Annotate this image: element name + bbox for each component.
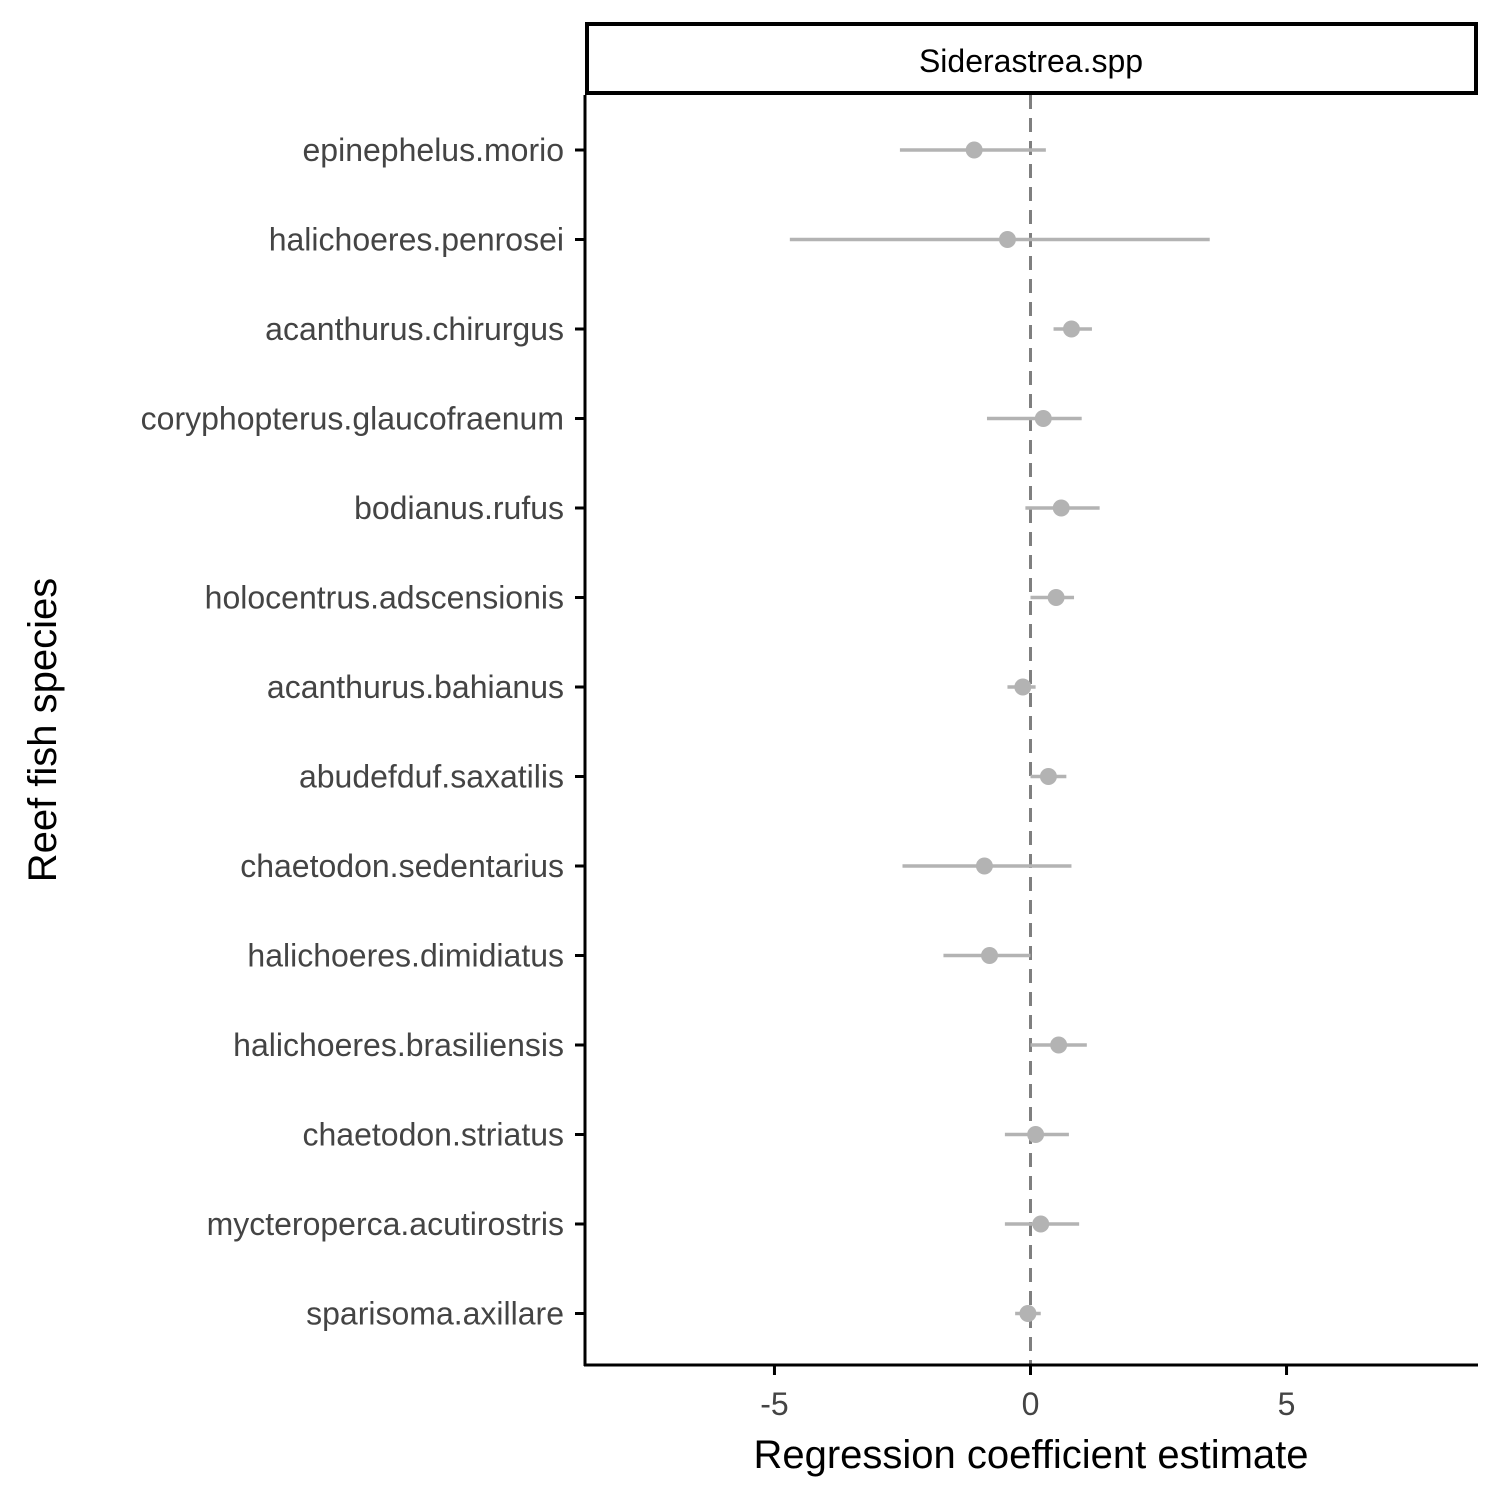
- data-row: [902, 857, 1072, 875]
- x-tick-label: -5: [760, 1386, 788, 1422]
- data-row: [1015, 1305, 1041, 1322]
- data-row: [1025, 499, 1100, 517]
- facet-label: Siderastrea.spp: [919, 43, 1143, 79]
- data-row: [943, 947, 1031, 964]
- y-tick-label: epinephelus.morio: [303, 132, 565, 168]
- estimate-point: [1062, 320, 1080, 338]
- y-tick-label: chaetodon.sedentarius: [240, 848, 564, 884]
- data-row: [1030, 1036, 1087, 1054]
- x-tick-label: 0: [1022, 1386, 1040, 1422]
- estimate-point: [1019, 1305, 1037, 1322]
- estimate-point: [1050, 1036, 1068, 1054]
- x-axis-title: Regression coefficient estimate: [753, 1433, 1308, 1477]
- y-tick-label: bodianus.rufus: [354, 490, 564, 526]
- estimate-point: [1014, 678, 1032, 696]
- data-row: [789, 231, 1210, 248]
- estimate-point: [965, 141, 983, 159]
- estimate-point: [998, 231, 1016, 248]
- y-tick-label: sparisoma.axillare: [306, 1296, 564, 1332]
- data-row: [1007, 678, 1036, 696]
- plot-panel: [789, 95, 1210, 1365]
- estimate-point: [1052, 499, 1070, 517]
- y-tick-label: mycteroperca.acutirostris: [207, 1206, 564, 1242]
- estimate-point: [981, 947, 999, 964]
- y-axis-title: Reef fish species: [21, 578, 65, 883]
- y-tick-label: halichoeres.penrosei: [269, 222, 564, 258]
- estimate-point: [1047, 589, 1065, 606]
- data-row: [1004, 1126, 1069, 1143]
- data-row: [1030, 768, 1067, 785]
- estimate-point: [1027, 1126, 1045, 1143]
- data-row: [1030, 589, 1075, 606]
- y-tick-label: halichoeres.dimidiatus: [247, 938, 564, 974]
- y-tick-label: abudefduf.saxatilis: [299, 759, 564, 795]
- data-row: [986, 410, 1082, 427]
- data-row: [1004, 1215, 1080, 1233]
- estimate-point: [1039, 768, 1057, 785]
- y-tick-label: coryphopterus.glaucofraenum: [141, 401, 564, 437]
- facet-strip-box: [585, 22, 1478, 95]
- data-row: [1053, 320, 1092, 338]
- y-tick-label: acanthurus.chirurgus: [265, 311, 564, 347]
- y-tick-label: holocentrus.adscensionis: [205, 580, 564, 616]
- y-tick-label: acanthurus.bahianus: [267, 669, 564, 705]
- y-tick-label: halichoeres.brasiliensis: [233, 1027, 564, 1063]
- facet-strip: Siderastrea.spp: [585, 22, 1478, 95]
- y-axis-ticks: epinephelus.morio halichoeres.penrosei aca…: [141, 132, 585, 1332]
- x-axis-ticks: -5 0 5: [760, 1365, 1295, 1422]
- estimate-point: [1032, 1215, 1050, 1233]
- estimate-point: [1034, 410, 1052, 427]
- estimate-point: [975, 857, 993, 875]
- data-row: [899, 141, 1046, 159]
- y-tick-label: chaetodon.striatus: [303, 1117, 565, 1153]
- x-tick-label: 5: [1278, 1386, 1296, 1422]
